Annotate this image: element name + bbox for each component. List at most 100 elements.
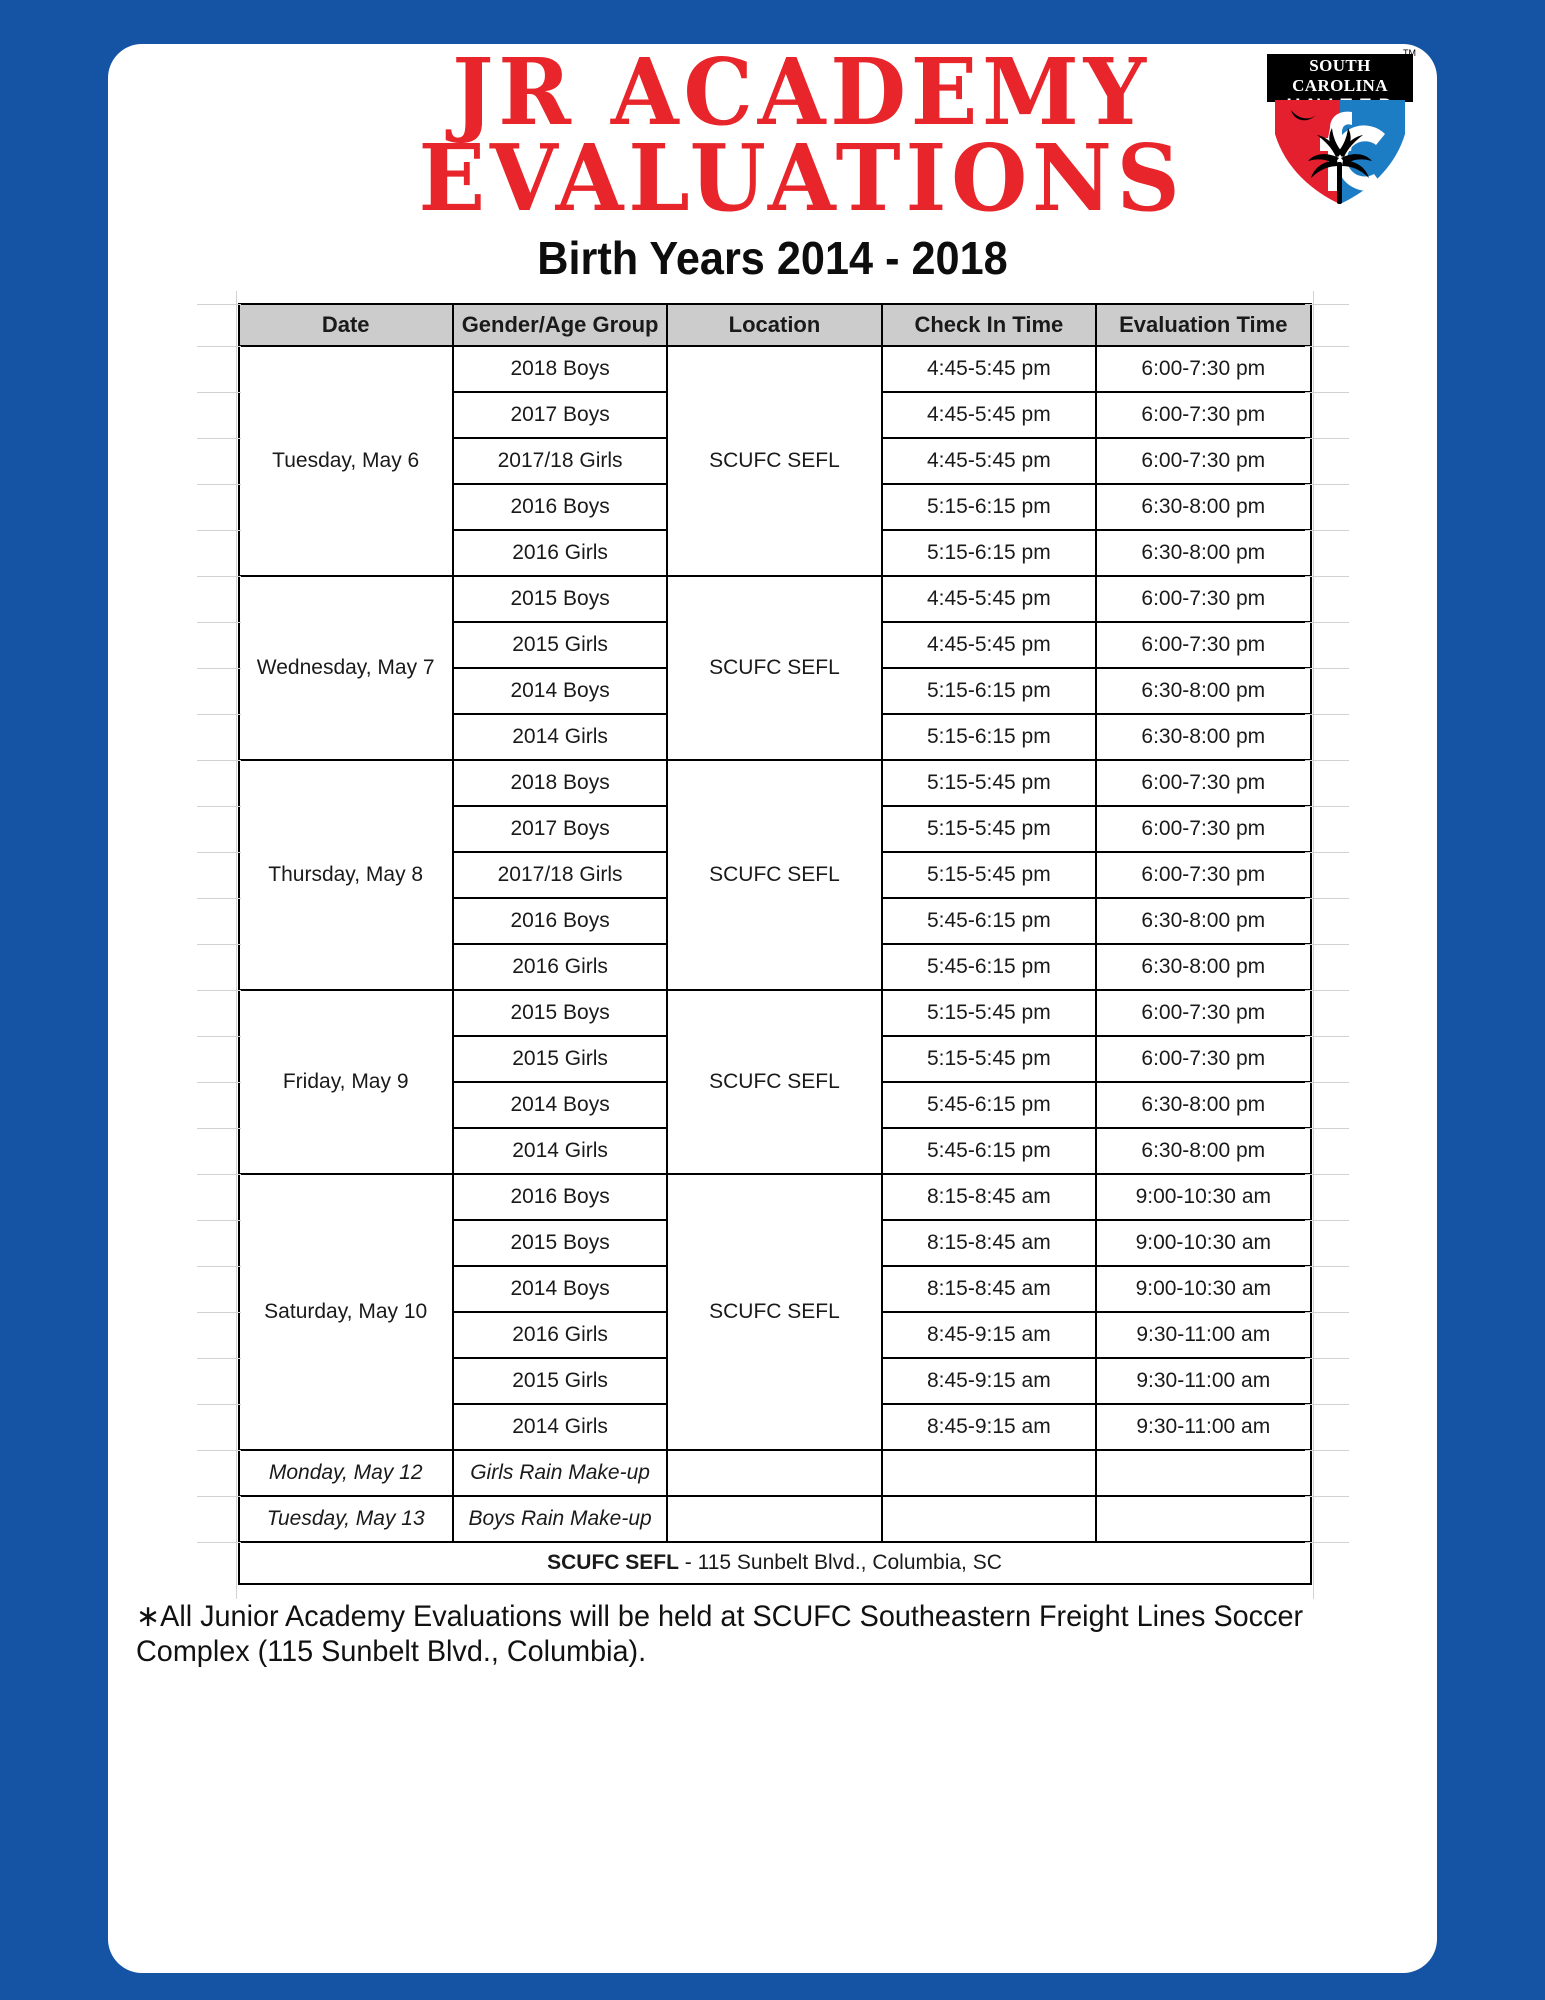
schedule-table: Date Gender/Age Group Location Check In … [237,303,1312,1586]
guide-tick [196,1542,241,1544]
cell-checkin-time: 8:15-8:45 am [880,1265,1098,1314]
cell-location: SCUFC SEFL [666,575,883,762]
table-row-makeup: Monday, May 12 Girls Rain Make-up [237,1449,1312,1498]
cell-evaluation-time: 9:30-11:00 am [1095,1311,1312,1360]
cell-age-group: 2015 Girls [451,1035,669,1084]
guide-tick [196,484,241,486]
title-line-2: EVALUATIONS [417,123,1184,232]
cell-age-group: 2016 Boys [451,483,669,532]
cell-evaluation-time: 6:00-7:30 pm [1095,437,1312,486]
guide-tick [196,1266,241,1268]
cell-evaluation-time: 6:00-7:30 pm [1095,391,1312,440]
cell-evaluation-time: 6:30-8:00 pm [1095,1081,1312,1130]
cell-age-group: 2016 Boys [451,1173,669,1222]
poster-header: SOUTH CAROLINA UNITED TM [108,44,1437,285]
cell-age-group: Boys Rain Make-up [451,1495,669,1544]
cell-evaluation-time: 6:00-7:30 pm [1095,345,1312,394]
cell-checkin-time: 4:45-5:45 pm [880,575,1098,624]
cell-age-group: 2015 Boys [451,575,669,624]
table-row: 2017/18 Girls 4:45-5:45 pm 6:00-7:30 pm [239,437,1312,486]
guide-tick [196,1496,241,1498]
table-row: 2016 Girls 8:45-9:15 am 9:30-11:00 am [239,1311,1312,1360]
cell-evaluation-time: 6:00-7:30 pm [1095,989,1312,1038]
cell-age-group: 2018 Boys [451,345,669,394]
guide-tick [1304,852,1349,854]
cell-evaluation-time: 6:30-8:00 pm [1095,667,1312,716]
guide-tick [196,1174,241,1176]
guide-tick [1304,1220,1349,1222]
cell-checkin-time [880,1449,1098,1498]
cell-age-group: 2014 Girls [451,1403,669,1452]
table-row: 2016 Boys 5:45-6:15 pm 6:30-8:00 pm [239,897,1312,946]
shield-crest-icon [1275,100,1405,204]
cell-checkin-time: 4:45-5:45 pm [880,621,1098,670]
cell-checkin-time: 8:15-8:45 am [880,1173,1098,1222]
page-title: JR ACADEMY EVALUATIONS [298,46,1248,232]
guide-tick-vertical [235,291,237,1600]
logo-line-south-carolina: SOUTH CAROLINA [1292,56,1388,95]
cell-checkin-time: 5:45-6:15 pm [880,1127,1098,1176]
guide-tick [1304,1542,1349,1544]
cell-evaluation-time: 9:30-11:00 am [1095,1357,1312,1406]
cell-age-group: 2016 Girls [451,943,669,992]
guide-tick [1304,806,1349,808]
guide-tick [196,944,241,946]
cell-evaluation-time: 9:00-10:30 am [1095,1219,1312,1268]
table-row: 2016 Girls 5:15-6:15 pm 6:30-8:00 pm [239,529,1312,578]
table-row: 2014 Boys 8:15-8:45 am 9:00-10:30 am [239,1265,1312,1314]
cell-age-group: 2015 Boys [451,989,669,1038]
guide-tick [1304,346,1349,348]
cell-checkin-time [880,1495,1098,1544]
cell-age-group: 2017 Boys [451,805,669,854]
cell-age-group: 2015 Boys [451,1219,669,1268]
cell-age-group: 2016 Boys [451,897,669,946]
cell-evaluation-time: 6:00-7:30 pm [1095,575,1312,624]
guide-tick [1304,1266,1349,1268]
guide-tick [196,990,241,992]
guide-tick [196,668,241,670]
table-row: 2015 Girls 8:45-9:15 am 9:30-11:00 am [239,1357,1312,1406]
cell-evaluation-time [1095,1495,1312,1544]
table-row: Friday, May 9 2015 Boys SCUFC SEFL 5:15-5:4… [237,989,1312,1176]
cell-checkin-time: 5:15-6:15 pm [880,483,1098,532]
cell-checkin-time: 5:15-5:45 pm [880,989,1098,1038]
cell-evaluation-time: 6:00-7:30 pm [1095,851,1312,900]
table-row: 2014 Boys 5:15-6:15 pm 6:30-8:00 pm [239,667,1312,716]
cell-location: SCUFC SEFL [666,989,883,1176]
page-subtitle: Birth Years 2014 - 2018 [537,232,1008,285]
guide-tick [196,530,241,532]
cell-age-group: 2017/18 Girls [451,851,669,900]
cell-date: Saturday, May 10 [237,1173,454,1452]
cell-age-group: 2014 Girls [451,713,669,762]
cell-evaluation-time: 6:30-8:00 pm [1095,713,1312,762]
cell-age-group: 2014 Girls [451,1127,669,1176]
guide-tick [196,346,241,348]
cell-location: SCUFC SEFL [666,345,883,578]
cell-age-group: 2016 Girls [451,1311,669,1360]
table-row: 2014 Girls 8:45-9:15 am 9:30-11:00 am [239,1403,1312,1452]
schedule-table-body: Tuesday, May 6 2018 Boys SCUFC SEFL 4:45-5:… [237,345,1312,1586]
poster-card: SOUTH CAROLINA UNITED TM [108,44,1437,1973]
table-row: 2014 Girls 5:45-6:15 pm 6:30-8:00 pm [239,1127,1312,1176]
table-row: Wednesday, May 7 2015 Boys SCUFC SEFL 4:45-… [237,575,1312,762]
guide-tick [1304,438,1349,440]
guide-tick-vertical [1312,291,1314,1600]
footnote-text: ∗All Junior Academy Evaluations will be … [136,1600,1304,1669]
column-header-checkin: Check In Time [880,303,1098,348]
guide-tick [196,1404,241,1406]
cell-age-group: 2014 Boys [451,667,669,716]
guide-tick [1304,1496,1349,1498]
cell-location [666,1495,883,1544]
cell-evaluation-time: 6:30-8:00 pm [1095,483,1312,532]
schedule-table-wrap: Date Gender/Age Group Location Check In … [193,291,1353,1600]
table-row: 2015 Girls 5:15-5:45 pm 6:00-7:30 pm [239,1035,1312,1084]
column-header-location: Location [666,303,883,348]
table-row: Thursday, May 8 2018 Boys SCUFC SEFL 5:15-5… [237,759,1312,992]
guide-tick [196,806,241,808]
guide-tick [196,1036,241,1038]
cell-venue-address: SCUFC SEFL - 115 Sunbelt Blvd., Columbia… [237,1541,1312,1586]
cell-evaluation-time: 6:00-7:30 pm [1095,759,1312,808]
cell-checkin-time: 4:45-5:45 pm [880,437,1098,486]
cell-date: Monday, May 12 [237,1449,454,1498]
guide-tick [1304,622,1349,624]
